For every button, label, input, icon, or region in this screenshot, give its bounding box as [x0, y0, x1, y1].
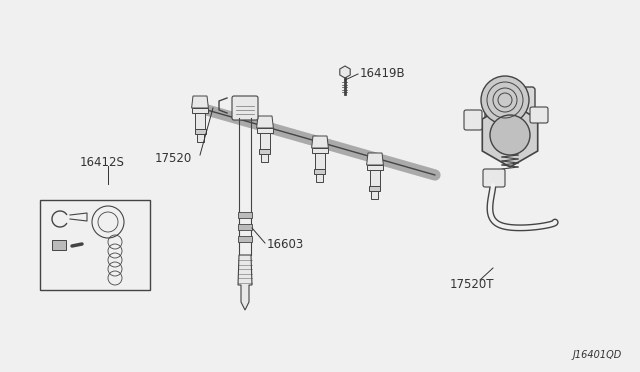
Polygon shape: [367, 153, 383, 165]
Bar: [238, 212, 252, 218]
Bar: [195, 129, 205, 134]
FancyBboxPatch shape: [485, 87, 535, 133]
Bar: [262, 154, 269, 162]
Polygon shape: [483, 103, 538, 167]
Bar: [238, 224, 252, 230]
Bar: [196, 134, 204, 142]
FancyBboxPatch shape: [464, 110, 482, 130]
Bar: [257, 128, 273, 133]
Bar: [40, 200, 150, 290]
FancyBboxPatch shape: [483, 169, 505, 187]
Bar: [315, 153, 325, 169]
Polygon shape: [238, 255, 252, 310]
Bar: [370, 170, 380, 186]
Text: 17520: 17520: [155, 151, 192, 164]
Text: 16412S: 16412S: [80, 155, 125, 169]
Text: 17520T: 17520T: [450, 278, 495, 291]
Text: J16401QD: J16401QD: [573, 350, 622, 360]
Bar: [312, 148, 328, 153]
Bar: [259, 149, 271, 154]
Text: 16603: 16603: [267, 238, 304, 251]
Polygon shape: [312, 136, 328, 148]
Bar: [195, 113, 205, 129]
Bar: [317, 174, 323, 182]
Polygon shape: [257, 116, 273, 128]
Text: 16419B: 16419B: [360, 67, 406, 80]
Bar: [52, 240, 66, 250]
Circle shape: [481, 76, 529, 124]
Bar: [371, 191, 378, 199]
Bar: [192, 108, 208, 113]
Bar: [314, 169, 326, 174]
Bar: [238, 236, 252, 242]
Bar: [367, 165, 383, 170]
Bar: [369, 186, 381, 191]
FancyBboxPatch shape: [530, 107, 548, 123]
Bar: [260, 133, 270, 149]
Circle shape: [490, 115, 530, 155]
Polygon shape: [191, 96, 209, 108]
FancyBboxPatch shape: [232, 96, 258, 120]
